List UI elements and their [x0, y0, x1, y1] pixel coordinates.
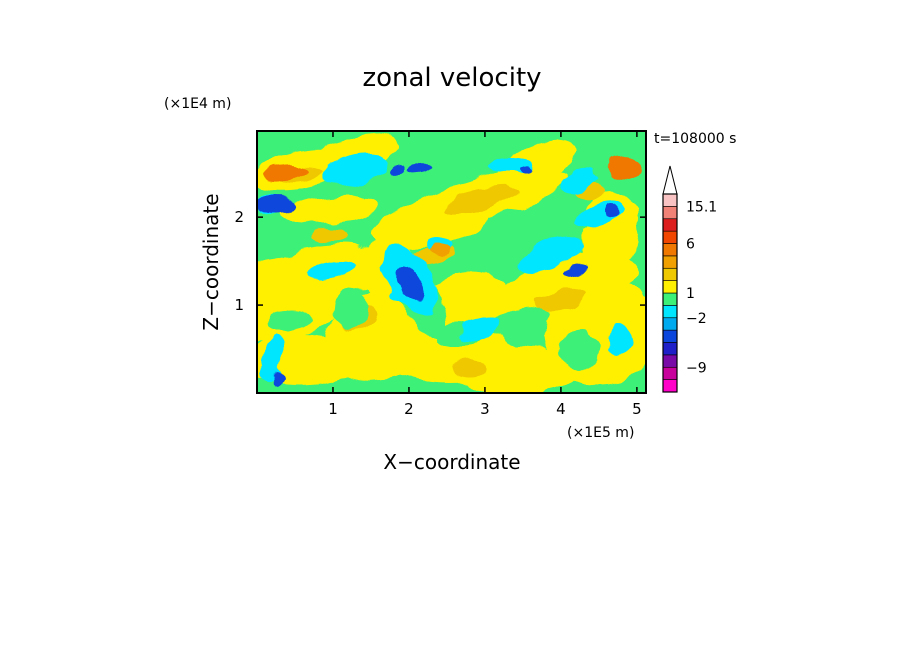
- contour-region: [560, 330, 600, 370]
- chart-title: zonal velocity: [362, 63, 541, 93]
- contour-region: [460, 346, 580, 393]
- colorbar-swatch: [662, 317, 678, 331]
- contour-region: [520, 164, 530, 172]
- colorbar-tick-label: −9: [686, 360, 707, 376]
- contour-region: [320, 154, 390, 186]
- colorbar-swatch: [662, 218, 678, 232]
- contour-region: [530, 212, 590, 238]
- colorbar-swatch: [662, 354, 678, 368]
- x-tick-label: 2: [404, 400, 414, 418]
- y-unit-label: (×1E4 m): [164, 96, 231, 112]
- contour-region: [305, 261, 355, 279]
- colorbar-swatch: [662, 366, 678, 380]
- contour-region: [406, 163, 434, 177]
- x-axis: 1 2 3 4 5: [328, 131, 642, 418]
- colorbar-swatch: [662, 280, 678, 294]
- contour-region: [280, 195, 380, 225]
- contour-region: [332, 290, 368, 330]
- colorbar-swatch: [662, 230, 678, 244]
- contour-region: [263, 163, 307, 181]
- contour-region: [516, 236, 584, 274]
- colorbar-frame: [662, 193, 678, 393]
- contour-region: [459, 317, 501, 343]
- x-tick-label: 4: [556, 400, 566, 418]
- contour-region: [273, 370, 283, 390]
- x-tick-label: 3: [480, 400, 490, 418]
- contour-region: [560, 250, 640, 290]
- y-axis: 12: [234, 208, 646, 314]
- colorbar-swatch: [662, 292, 678, 306]
- colorbar-tick-label: −2: [686, 311, 707, 327]
- plot-frame: [256, 130, 647, 394]
- colorbar-tick-label: 6: [686, 237, 695, 253]
- x-axis-label: X−coordinate: [383, 450, 520, 474]
- contour-region: [535, 289, 585, 311]
- contour-region: [607, 157, 643, 179]
- colorbar-extend-arrow: [662, 165, 678, 195]
- contour-region: [312, 228, 348, 242]
- y-tick-label: 2: [234, 208, 244, 226]
- colorbar-swatch: [662, 267, 678, 281]
- colorbar-tick-label: 15.1: [686, 199, 717, 215]
- contour-region: [452, 362, 488, 378]
- contour-region: [490, 307, 550, 333]
- colorbar-tick-label: 1: [686, 286, 695, 302]
- colorbar-swatch: [662, 206, 678, 220]
- colorbar-swatch: [662, 255, 678, 269]
- contour-region: [257, 196, 295, 214]
- x-tick-label: 5: [632, 400, 642, 418]
- colorbar-swatch: [662, 379, 678, 393]
- contour-region: [604, 207, 620, 217]
- contour-region: [392, 165, 404, 175]
- colorbar-swatch: [662, 243, 678, 257]
- contour-region: [430, 270, 510, 330]
- x-unit-label: (×1E5 m): [567, 425, 634, 441]
- x-tick-label: 1: [328, 400, 338, 418]
- contour-region: [608, 326, 632, 354]
- contour-field: [257, 133, 646, 393]
- colorbar-swatch: [662, 342, 678, 356]
- contour-region: [565, 264, 585, 276]
- time-label: t=108000 s: [654, 131, 736, 147]
- contour-region: [441, 185, 519, 215]
- y-tick-label: 1: [234, 296, 244, 314]
- contour-region: [430, 244, 450, 256]
- contour-region: [268, 310, 312, 330]
- y-axis-label: Z−coordinate: [199, 193, 223, 330]
- contour-region: [562, 168, 598, 192]
- colorbar-swatch: [662, 305, 678, 319]
- colorbar: 15.1 6 1 −2 −9: [662, 165, 717, 393]
- colorbar-swatch: [662, 193, 678, 207]
- colorbar-swatch: [662, 329, 678, 343]
- contour-region: [396, 266, 424, 304]
